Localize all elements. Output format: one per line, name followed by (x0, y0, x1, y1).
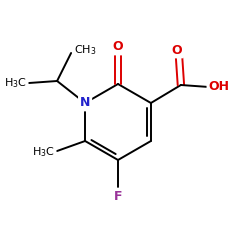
Text: H$_3$C: H$_3$C (4, 76, 26, 90)
Text: F: F (114, 190, 122, 202)
Text: H$_3$C: H$_3$C (32, 145, 54, 159)
Text: N: N (80, 96, 90, 110)
Text: OH: OH (208, 80, 230, 94)
Text: CH$_3$: CH$_3$ (74, 43, 96, 57)
Text: O: O (172, 44, 182, 57)
Text: O: O (113, 40, 123, 54)
